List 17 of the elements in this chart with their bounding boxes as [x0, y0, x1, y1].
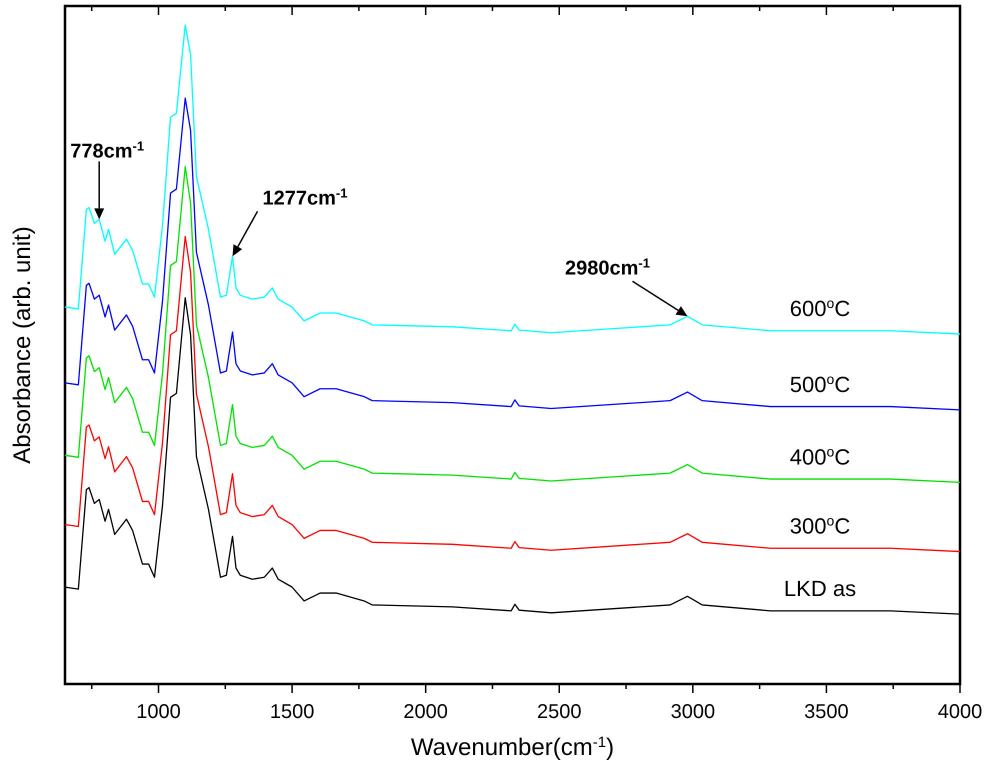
series-label: 500$^{o}$C: [790, 370, 850, 397]
x-tick-label: 3500: [804, 701, 849, 723]
annotation: 1277cm$^{-1}$: [262, 184, 348, 210]
x-axis-title: Wavenumber(cm$^{-1}$): [410, 734, 614, 761]
x-tick-label: 2500: [537, 701, 582, 723]
x-tick-label: 4000: [938, 701, 982, 723]
series-label: 400$^{o}$C: [790, 443, 850, 470]
series-label: LKD as: [784, 576, 856, 602]
x-tick-label: 3000: [670, 701, 716, 723]
x-tick-label: 2000: [403, 701, 448, 723]
y-axis-title: Absorbance (arb. unit): [9, 226, 36, 464]
x-tick-label: 1000: [136, 701, 181, 723]
series-label: 600$^{o}$C: [790, 295, 850, 322]
series-label: 300$^{o}$C: [790, 512, 850, 539]
x-tick-label: 1500: [270, 701, 314, 723]
annotation: 2980cm$^{-1}$: [565, 254, 650, 280]
annotation: 778cm$^{-1}$: [70, 138, 144, 162]
